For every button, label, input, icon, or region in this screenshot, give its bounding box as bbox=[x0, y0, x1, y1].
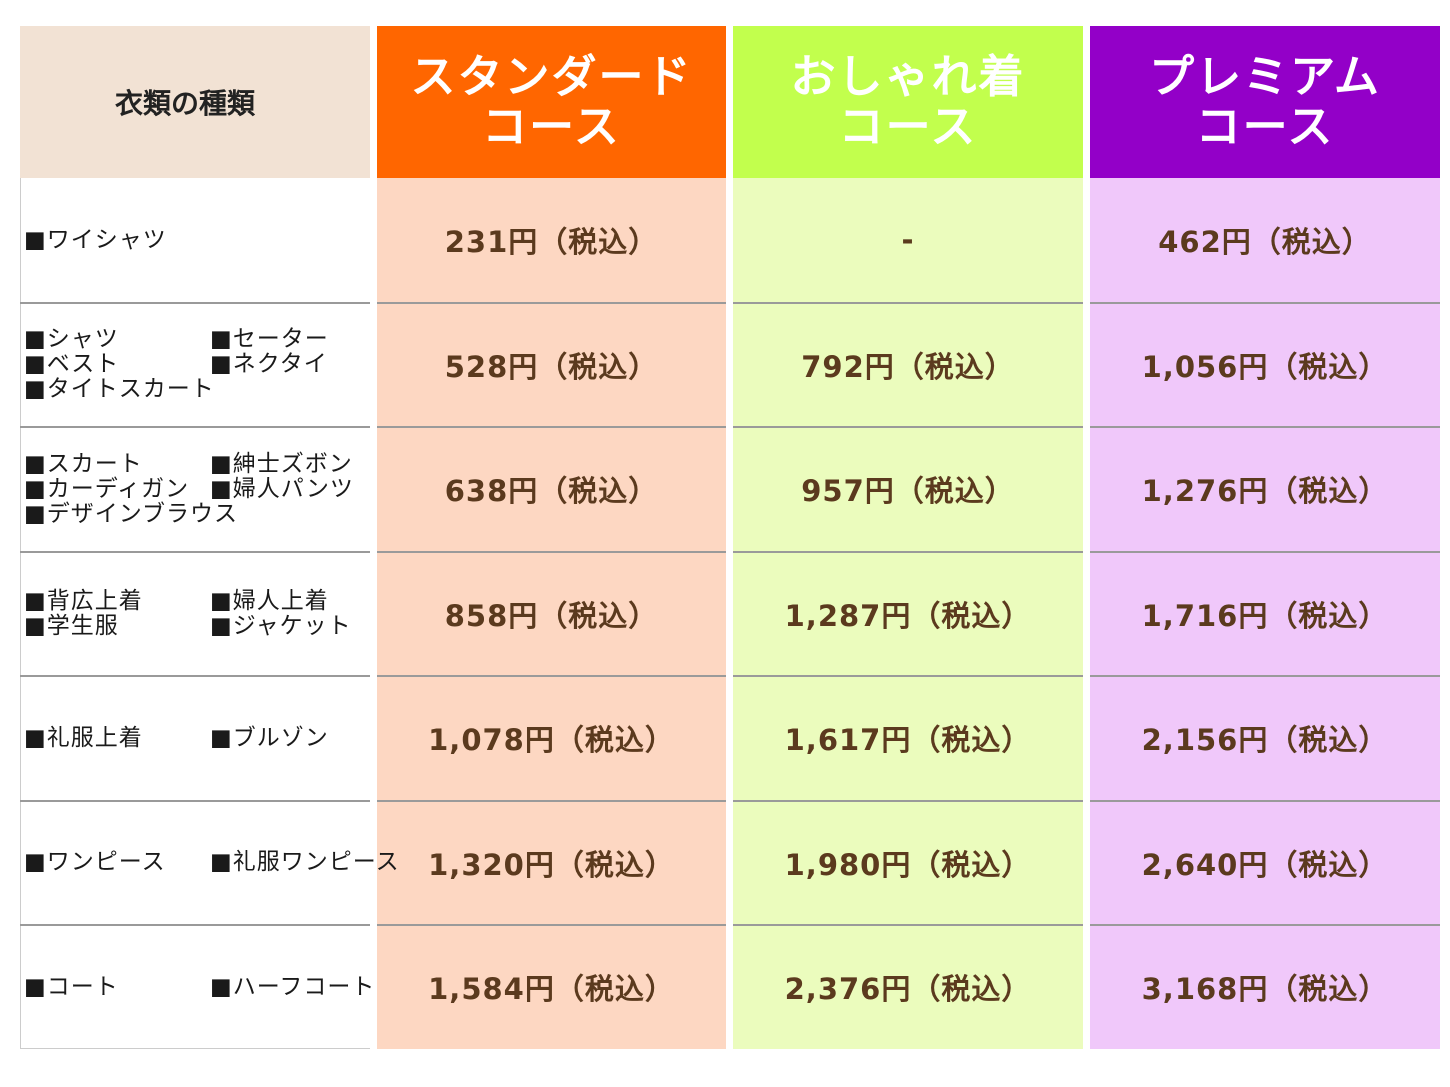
clothing-item: ■礼服ワンピース bbox=[210, 849, 400, 876]
clothing-item: ■婦人上着 bbox=[210, 587, 329, 614]
premium-course-subtitle: コース bbox=[1195, 100, 1335, 153]
clothing-items-list: ■コート ■ハーフコート bbox=[24, 973, 376, 1000]
row-divider bbox=[733, 924, 1083, 926]
fashion-course-column bbox=[733, 178, 1083, 1049]
row-divider bbox=[377, 800, 726, 802]
row-divider bbox=[377, 302, 726, 304]
premium-price: 1,056円（税込） bbox=[1141, 349, 1389, 384]
row-divider bbox=[20, 302, 370, 304]
row-divider bbox=[1090, 551, 1440, 553]
row-divider bbox=[733, 302, 1083, 304]
clothing-item: ■セーター bbox=[210, 326, 329, 353]
clothing-item: ■デザインブラウス bbox=[24, 500, 239, 527]
fashion-course-subtitle: コース bbox=[838, 100, 978, 153]
standard-course-title: スタンダード bbox=[410, 50, 693, 103]
clothing-items-cell: ■コート ■ハーフコート bbox=[24, 925, 374, 1050]
standard-price: 1,320円（税込） bbox=[428, 847, 675, 882]
standard-price: 1,584円（税込） bbox=[428, 972, 675, 1007]
header-standard-course: スタンダード コース bbox=[377, 26, 726, 178]
clothing-item: ■ブルゾン bbox=[210, 724, 329, 751]
standard-price: 638円（税込） bbox=[444, 474, 659, 509]
clothing-items-cell: ■ワンピース ■礼服ワンピース bbox=[24, 801, 399, 926]
row-divider bbox=[733, 426, 1083, 428]
clothing-item: ■背広上着 bbox=[24, 587, 143, 614]
clothing-items-list: ■ワンピース ■礼服ワンピース bbox=[24, 850, 400, 875]
clothing-item: ■学生服 bbox=[24, 612, 119, 639]
row-divider bbox=[20, 924, 370, 926]
fashion-price: 1,287円（税込） bbox=[784, 598, 1032, 633]
header-clothing-type: 衣類の種類 bbox=[20, 26, 370, 178]
premium-price: 2,156円（税込） bbox=[1141, 723, 1389, 758]
row-divider bbox=[733, 551, 1083, 553]
row-divider bbox=[20, 800, 370, 802]
row-divider bbox=[20, 551, 370, 553]
fashion-price: 792円（税込） bbox=[801, 349, 1015, 384]
standard-course-column bbox=[377, 178, 726, 1049]
clothing-item: ■タイトスカート bbox=[24, 376, 215, 403]
premium-price: 1,276円（税込） bbox=[1141, 474, 1389, 509]
header-premium-course: プレミアム コース bbox=[1090, 26, 1440, 178]
clothing-item: ■ネクタイ bbox=[210, 351, 328, 378]
standard-price: 858円（税込） bbox=[444, 598, 659, 633]
clothing-items-cell: ■礼服上着 ■ブルゾン bbox=[24, 676, 370, 801]
fashion-price: 1,980円（税込） bbox=[784, 847, 1032, 882]
clothing-item: ■ハーフコート bbox=[210, 973, 376, 1000]
clothing-items-cell: ■背広上着 ■婦人上着 ■学生服 ■ジャケット bbox=[24, 552, 370, 677]
fashion-price: 1,617円（税込） bbox=[784, 723, 1032, 758]
clothing-item: ■ワイシャツ bbox=[24, 226, 167, 253]
header-clothing-type-label: 衣類の種類 bbox=[114, 87, 255, 120]
row-divider bbox=[20, 426, 370, 428]
clothing-item: ■ワンピース bbox=[24, 849, 166, 876]
row-divider bbox=[1090, 800, 1440, 802]
clothing-items-list: ■ワイシャツ bbox=[24, 226, 210, 253]
clothing-item: ■カーディガン bbox=[24, 475, 190, 502]
premium-price: 3,168円（税込） bbox=[1141, 972, 1389, 1007]
row-divider bbox=[733, 800, 1083, 802]
premium-course-title: プレミアム bbox=[1149, 50, 1381, 103]
clothing-items-cell: ■スカート ■紳士ズボン ■カーディガン ■婦人パンツ ■デザインブラウス bbox=[24, 427, 370, 552]
standard-price: 528円（税込） bbox=[444, 349, 659, 384]
clothing-item: ■スカート bbox=[24, 450, 143, 477]
clothing-item: ■ジャケット bbox=[210, 612, 352, 639]
clothing-item: ■紳士ズボン bbox=[210, 450, 353, 477]
row-divider bbox=[1090, 924, 1440, 926]
premium-price: 2,640円（税込） bbox=[1141, 847, 1389, 882]
row-divider bbox=[377, 551, 726, 553]
row-divider bbox=[20, 675, 370, 677]
standard-price: 231円（税込） bbox=[444, 225, 659, 260]
standard-price: 1,078円（税込） bbox=[428, 723, 675, 758]
clothing-items-list: ■スカート ■紳士ズボン ■カーディガン ■婦人パンツ ■デザインブラウス bbox=[24, 450, 354, 527]
row-divider bbox=[377, 924, 726, 926]
premium-price: 1,716円（税込） bbox=[1141, 598, 1389, 633]
row-divider bbox=[1090, 675, 1440, 677]
clothing-item: ■シャツ bbox=[24, 326, 119, 353]
clothing-items-list: ■シャツ ■セーター ■ベスト ■ネクタイ ■タイトスカート bbox=[24, 327, 329, 402]
fashion-course-title: おしゃれ着 bbox=[790, 50, 1026, 103]
row-divider bbox=[377, 675, 726, 677]
row-divider bbox=[733, 675, 1083, 677]
clothing-items-list: ■背広上着 ■婦人上着 ■学生服 ■ジャケット bbox=[24, 587, 352, 639]
row-divider bbox=[1090, 426, 1440, 428]
fashion-price: 2,376円（税込） bbox=[784, 972, 1032, 1007]
clothing-item: ■ベスト bbox=[24, 351, 120, 378]
clothing-item: ■婦人パンツ bbox=[210, 475, 354, 502]
clothing-items-list: ■礼服上着 ■ブルゾン bbox=[24, 724, 329, 751]
header-fashion-course: おしゃれ着 コース bbox=[733, 26, 1083, 178]
fashion-price: - bbox=[901, 223, 915, 258]
standard-course-subtitle: コース bbox=[482, 100, 621, 153]
clothing-items-cell: ■ワイシャツ bbox=[24, 178, 370, 303]
row-divider bbox=[377, 426, 726, 428]
clothing-items-cell: ■シャツ ■セーター ■ベスト ■ネクタイ ■タイトスカート bbox=[24, 303, 370, 428]
row-divider bbox=[1090, 302, 1440, 304]
premium-course-column bbox=[1090, 178, 1440, 1049]
clothing-item: ■コート bbox=[24, 973, 119, 1000]
clothing-type-column bbox=[20, 178, 370, 1049]
clothing-item: ■礼服上着 bbox=[24, 724, 143, 751]
premium-price: 462円（税込） bbox=[1158, 225, 1372, 260]
fashion-price: 957円（税込） bbox=[801, 474, 1015, 509]
